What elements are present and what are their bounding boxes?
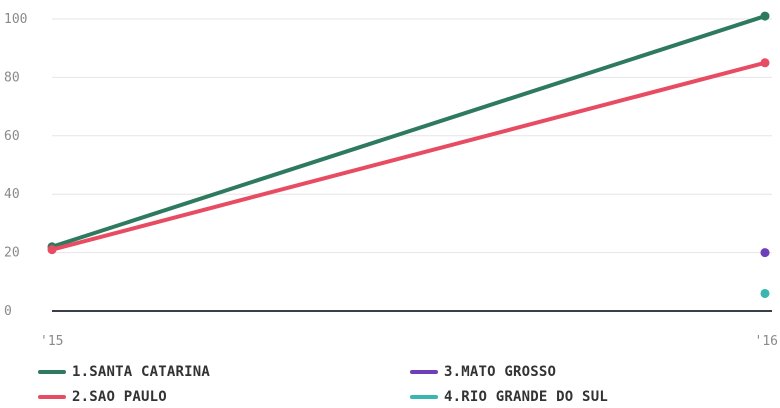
x-axis-ticks: '15 '16 <box>40 334 778 349</box>
series-line-2 <box>50 60 767 252</box>
y-axis-ticks: 0 20 40 60 80 100 <box>4 12 27 319</box>
series-line-1 <box>50 14 767 249</box>
legend-swatch-1 <box>38 370 66 374</box>
x-tick-label-0: '15 <box>40 334 63 349</box>
legend-label-3: 3.MATO GROSSO <box>444 364 557 380</box>
y-tick-label-5: 100 <box>4 12 27 27</box>
legend-swatch-4 <box>410 395 438 399</box>
y-tick-label-1: 20 <box>4 246 20 261</box>
gridlines <box>52 18 772 254</box>
legend-label-2: 2.SAO PAULO <box>72 389 167 405</box>
legend-label-1: 1.SANTA CATARINA <box>72 364 211 380</box>
series-2-point-1 <box>760 58 770 68</box>
legend-item-4: 4.RIO GRANDE DO SUL <box>410 387 608 407</box>
legend-swatch-3 <box>410 370 438 374</box>
y-tick-label-2: 40 <box>4 187 20 202</box>
legend: 1.SANTA CATARINA 2.SAO PAULO 3.MATO GROS… <box>0 358 780 408</box>
y-tick-label-3: 60 <box>4 129 20 144</box>
series-layer <box>47 11 770 298</box>
series-3-point-1 <box>760 248 770 258</box>
line-chart: 0 20 40 60 80 100 '15 '16 <box>4 11 778 349</box>
x-tick-label-1: '16 <box>755 334 778 349</box>
legend-item-1: 1.SANTA CATARINA <box>38 362 210 382</box>
y-tick-label-4: 80 <box>4 70 20 85</box>
y-tick-label-0: 0 <box>4 304 12 319</box>
series-1-point-1 <box>760 11 770 21</box>
series-4-point-1 <box>760 288 770 298</box>
legend-label-4: 4.RIO GRANDE DO SUL <box>444 389 608 405</box>
legend-swatch-2 <box>38 395 66 399</box>
legend-item-3: 3.MATO GROSSO <box>410 362 556 382</box>
series-2-point-0 <box>47 245 57 255</box>
legend-item-2: 2.SAO PAULO <box>38 387 167 407</box>
